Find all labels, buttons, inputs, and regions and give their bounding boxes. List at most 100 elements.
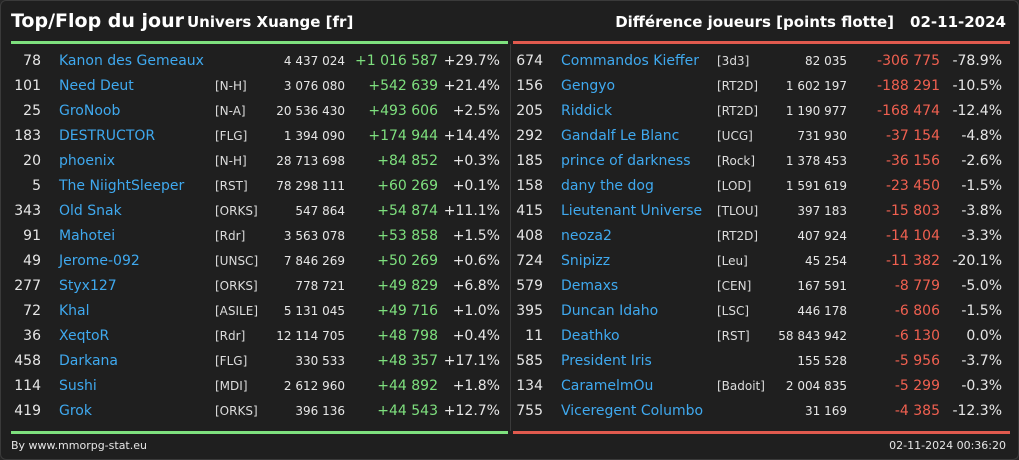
points-difference: +53 858	[377, 228, 438, 244]
percent-change: +12.7%	[443, 403, 500, 419]
alliance-tag: [UNSC]	[215, 254, 259, 268]
player-rank: 91	[23, 228, 41, 244]
player-name-link[interactable]: phoenix	[59, 153, 115, 169]
fleet-points: 407 924	[797, 229, 847, 243]
player-rank: 114	[14, 378, 41, 394]
points-difference: +493 606	[368, 103, 438, 119]
player-name-link[interactable]: Gengyo	[561, 78, 616, 94]
fleet-points: 45 254	[805, 254, 847, 268]
player-name-link[interactable]: XeqtoR	[59, 328, 110, 344]
player-rank: 49	[23, 253, 41, 269]
player-rank: 158	[516, 178, 543, 194]
player-name-link[interactable]: Gandalf Le Blanc	[561, 128, 680, 144]
player-name-link[interactable]: Kanon des Gemeaux	[59, 53, 204, 69]
player-name-link[interactable]: neoza2	[561, 228, 612, 244]
player-rank: 11	[525, 328, 543, 344]
points-difference: +48 798	[377, 328, 438, 344]
player-rank: 724	[516, 253, 543, 269]
player-name-link[interactable]: Demaxs	[561, 278, 619, 294]
player-name-link[interactable]: Lieutenant Universe	[561, 203, 703, 219]
player-name-link[interactable]: Duncan Idaho	[561, 303, 659, 319]
alliance-tag: [MDI]	[215, 379, 248, 393]
points-difference: -37 154	[885, 128, 940, 144]
table-row: 5 The NiightSleeper [RST] 78 298 111 +60 269…	[11, 174, 508, 199]
percent-change: -3.3%	[961, 228, 1002, 244]
player-name-link[interactable]: prince of darkness	[561, 153, 691, 169]
points-difference: +49 716	[377, 303, 438, 319]
player-name-link[interactable]: Viceregent Columbo	[561, 403, 704, 419]
points-difference: +49 829	[377, 278, 438, 294]
table-row: 158 dany the dog [LOD] 1 591 619 -23 450 -1.5…	[513, 174, 1010, 199]
table-row: 408 neoza2 [RT2D] 407 924 -14 104 -3.3%	[513, 224, 1010, 249]
player-name-link[interactable]: Styx127	[59, 278, 117, 294]
player-name-link[interactable]: Need Deut	[59, 78, 134, 94]
points-difference: +44 892	[377, 378, 438, 394]
fleet-points: 1 190 977	[785, 104, 847, 118]
percent-change: +0.4%	[452, 328, 500, 344]
fleet-points: 1 378 453	[785, 154, 847, 168]
top-gainers-table: 78 Kanon des Gemeaux 4 437 024 +1 016 587 +2…	[11, 49, 508, 424]
percent-change: +1.0%	[452, 303, 500, 319]
player-rank: 277	[14, 278, 41, 294]
table-row: 49 Jerome-092 [UNSC] 7 846 269 +50 269 +0.6%	[11, 249, 508, 274]
points-difference: +60 269	[377, 178, 438, 194]
percent-change: -3.8%	[961, 203, 1002, 219]
player-name-link[interactable]: Snipizz	[561, 253, 611, 269]
player-name-link[interactable]: The NiightSleeper	[59, 178, 185, 194]
player-name-link[interactable]: DESTRUCTOR	[59, 128, 156, 144]
player-name-link[interactable]: Khal	[59, 303, 90, 319]
alliance-tag: [Rdr]	[215, 229, 246, 243]
table-row: 724 Snipizz [Leu] 45 254 -11 382 -20.1%	[513, 249, 1010, 274]
header-date: 02-11-2024	[910, 13, 1006, 31]
table-row: 419 Grok [ORKS] 396 136 +44 543 +12.7%	[11, 399, 508, 424]
player-name-link[interactable]: Darkana	[59, 353, 119, 369]
table-row: 25 GroNoob [N-A] 20 536 430 +493 606 +2.5%	[11, 99, 508, 124]
player-name-link[interactable]: dany the dog	[561, 178, 654, 194]
percent-change: +1.5%	[452, 228, 500, 244]
points-difference: -5 956	[894, 353, 940, 369]
player-name-link[interactable]: Grok	[59, 403, 92, 419]
player-name-link[interactable]: Sushi	[59, 378, 97, 394]
points-difference: -8 779	[894, 278, 940, 294]
fleet-points: 155 528	[797, 354, 847, 368]
points-difference: -14 104	[885, 228, 940, 244]
fleet-points: 58 843 942	[778, 329, 847, 343]
player-name-link[interactable]: Riddick	[561, 103, 613, 119]
points-difference: -6 130	[894, 328, 940, 344]
table-row: 36 XeqtoR [Rdr] 12 114 705 +48 798 +0.4%	[11, 324, 508, 349]
footer-credit-link[interactable]: By www.mmorpg-stat.eu	[11, 439, 147, 452]
header: Top/Flop du jour Univers Xuange [fr] Dif…	[1, 1, 1018, 41]
percent-change: 0.0%	[966, 328, 1002, 344]
table-row: 101 Need Deut [N-H] 3 076 080 +542 639 +21.4%	[11, 74, 508, 99]
percent-change: -20.1%	[952, 253, 1002, 269]
player-name-link[interactable]: Old Snak	[59, 203, 122, 219]
player-rank: 395	[516, 303, 543, 319]
bottom-divider-green	[11, 431, 508, 434]
player-name-link[interactable]: President Iris	[561, 353, 652, 369]
player-rank: 415	[516, 203, 543, 219]
fleet-points: 2 004 835	[785, 379, 847, 393]
player-rank: 185	[516, 153, 543, 169]
alliance-tag: [N-H]	[215, 79, 247, 93]
percent-change: -10.5%	[952, 78, 1002, 94]
player-name-link[interactable]: Deathko	[561, 328, 620, 344]
player-rank: 156	[516, 78, 543, 94]
table-row: 292 Gandalf Le Blanc [UCG] 731 930 -37 154 -4…	[513, 124, 1010, 149]
percent-change: -1.5%	[961, 178, 1002, 194]
player-name-link[interactable]: GroNoob	[59, 103, 121, 119]
player-name-link[interactable]: Mahotei	[59, 228, 116, 244]
alliance-tag: [LSC]	[717, 304, 750, 318]
player-rank: 101	[14, 78, 41, 94]
player-rank: 458	[14, 353, 41, 369]
player-name-link[interactable]: Jerome-092	[59, 253, 140, 269]
player-rank: 78	[23, 53, 41, 69]
subtitle: Différence joueurs [points flotte]	[615, 13, 894, 31]
player-rank: 343	[14, 203, 41, 219]
player-name-link[interactable]: CaramelmOu	[561, 378, 654, 394]
alliance-tag: [CEN]	[717, 279, 752, 293]
universe-label: Univers Xuange [fr]	[187, 13, 354, 31]
fleet-points: 3 563 078	[283, 229, 345, 243]
fleet-points: 731 930	[797, 129, 847, 143]
player-name-link[interactable]: Commandos Kieffer	[561, 53, 699, 69]
